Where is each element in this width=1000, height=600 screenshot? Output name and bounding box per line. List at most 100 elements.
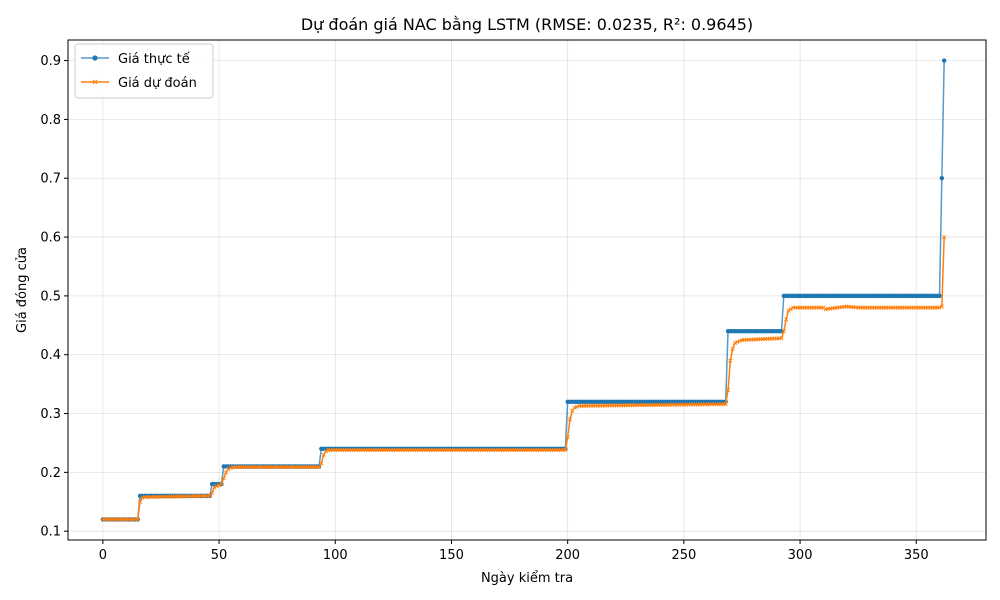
data-point-predicted <box>937 305 942 310</box>
x-marker-stroke <box>574 404 580 409</box>
y-axis-label: Giá đóng cửa <box>15 247 30 333</box>
y-tick-label: 0.6 <box>40 231 61 246</box>
x-marker-stroke <box>214 484 219 489</box>
data-point-actual <box>937 293 942 299</box>
data-point-predicted <box>323 449 329 454</box>
x-marker-stroke <box>316 464 322 470</box>
data-point-predicted <box>223 470 229 475</box>
data-point-predicted <box>735 339 740 345</box>
x-marker-stroke <box>937 305 942 310</box>
data-point-predicted <box>226 466 231 471</box>
x-marker-stroke <box>216 483 222 488</box>
x-marker-stroke <box>137 499 143 504</box>
x-marker-stroke <box>788 306 793 312</box>
x-marker-stroke <box>737 338 742 344</box>
data-point-predicted <box>737 338 742 344</box>
data-point-predicted <box>567 417 573 422</box>
data-point-predicted <box>781 329 786 334</box>
x-tick-label: 0 <box>99 548 107 563</box>
data-point-predicted <box>728 358 733 363</box>
data-point-predicted <box>942 234 947 240</box>
x-marker-stroke <box>223 470 229 475</box>
x-marker-stroke <box>565 434 570 440</box>
x-tick-label: 100 <box>323 548 348 563</box>
x-marker-stroke <box>942 234 947 240</box>
data-point-predicted <box>788 306 793 312</box>
x-marker-stroke <box>781 329 786 334</box>
data-point-predicted <box>784 317 789 322</box>
y-tick-label: 0.1 <box>40 525 61 540</box>
data-point-predicted <box>316 464 322 470</box>
y-tick-label: 0.9 <box>40 54 61 69</box>
y-tick-label: 0.4 <box>40 348 61 363</box>
data-point-predicted <box>723 401 728 407</box>
x-tick-label: 50 <box>211 548 228 563</box>
data-point-actual <box>941 58 947 63</box>
data-point-predicted <box>216 483 222 488</box>
data-point-predicted <box>212 484 217 490</box>
data-point-predicted <box>135 517 140 522</box>
x-marker-stroke <box>226 466 231 471</box>
x-marker-stroke <box>135 517 140 522</box>
y-tick-label: 0.7 <box>40 172 61 187</box>
x-marker-stroke <box>723 401 728 407</box>
data-point-predicted <box>725 387 731 393</box>
x-marker-stroke <box>572 405 577 410</box>
x-tick-label: 150 <box>439 548 464 563</box>
x-marker-stroke <box>563 447 568 453</box>
data-point-predicted <box>572 405 577 410</box>
legend-box <box>74 43 214 99</box>
x-marker-stroke <box>212 484 217 490</box>
data-point-predicted <box>939 304 944 309</box>
data-point-predicted <box>565 434 570 440</box>
x-marker-stroke <box>779 336 784 341</box>
x-tick-label: 300 <box>788 548 813 563</box>
ticks: 0 50 100 150 200 250 300 350 0.1 0.2 0.3 0.4 0.5 0.6 0… <box>40 54 928 563</box>
legend-label-predicted: Giá dự đoán <box>118 76 197 91</box>
data-point-predicted <box>563 447 568 453</box>
x-axis-label: Ngày kiểm tra <box>481 571 573 586</box>
x-marker-stroke <box>735 339 740 345</box>
data-point-predicted <box>228 465 233 471</box>
x-tick-label: 350 <box>904 548 929 563</box>
x-marker-stroke <box>321 452 326 457</box>
data-point-predicted <box>319 461 324 466</box>
series-layer <box>100 58 947 522</box>
x-marker-stroke <box>221 476 226 481</box>
legend-marker-actual <box>92 55 98 61</box>
grid <box>68 40 986 540</box>
data-point-predicted <box>786 308 791 313</box>
x-marker-stroke <box>228 465 233 471</box>
data-point-predicted <box>574 404 580 409</box>
series-markers-predicted <box>100 234 947 522</box>
data-point-predicted <box>221 476 226 481</box>
x-marker-stroke <box>730 346 735 351</box>
x-marker-stroke <box>728 358 733 363</box>
x-marker-stroke <box>821 305 826 310</box>
data-point-predicted <box>732 340 738 346</box>
legend-label-actual: Giá thực tế <box>118 52 190 67</box>
data-point-predicted <box>209 490 215 496</box>
y-tick-label: 0.3 <box>40 407 61 422</box>
data-point-predicted <box>779 336 784 341</box>
y-tick-label: 0.2 <box>40 466 61 481</box>
x-marker-stroke <box>784 317 789 322</box>
x-marker-stroke <box>219 481 224 487</box>
x-marker-stroke <box>567 417 573 422</box>
legend: Giá thực tế Giá dự đoán <box>74 43 214 99</box>
data-point-predicted <box>214 484 219 489</box>
chart-title: Dự đoán giá NAC bằng LSTM (RMSE: 0.0235,… <box>301 15 753 34</box>
data-point-predicted <box>321 452 326 457</box>
legend-marker-predicted <box>92 79 98 85</box>
data-point-predicted <box>219 481 224 487</box>
data-point-predicted <box>730 346 735 351</box>
x-marker-stroke <box>323 449 329 454</box>
data-point-actual <box>939 176 945 181</box>
y-tick-label: 0.8 <box>40 113 61 128</box>
data-point-predicted <box>137 499 143 504</box>
y-tick-label: 0.5 <box>40 289 61 304</box>
x-marker-stroke <box>939 304 944 309</box>
x-marker-stroke <box>732 340 738 346</box>
